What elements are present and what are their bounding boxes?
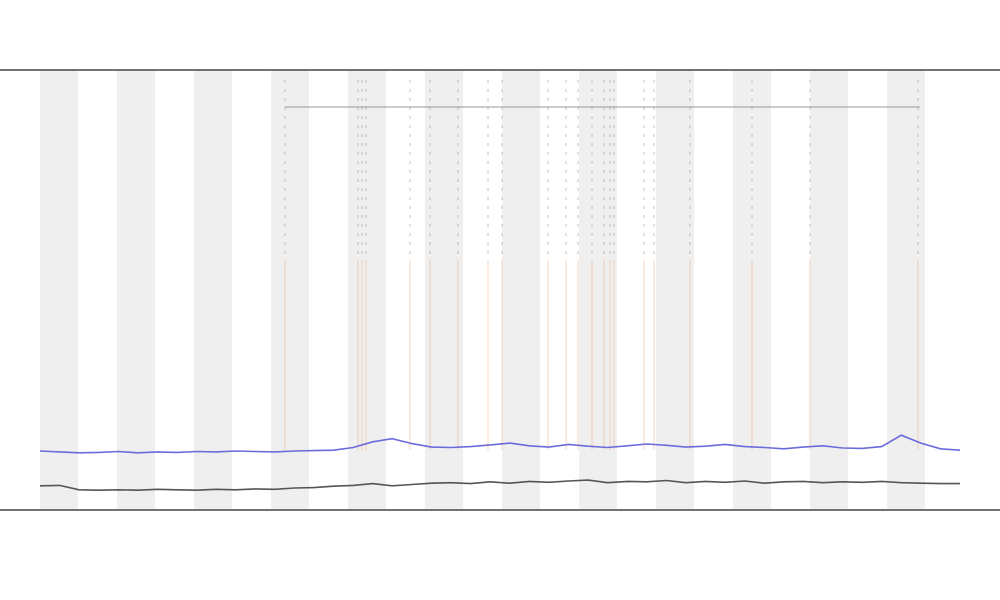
band: [194, 71, 232, 509]
band: [810, 71, 848, 509]
bands: [40, 71, 925, 509]
band: [40, 71, 78, 509]
band: [271, 71, 309, 509]
band: [502, 71, 540, 509]
band: [348, 71, 386, 509]
series-line: [39, 434, 961, 454]
series-line: [39, 479, 960, 492]
band: [425, 71, 463, 509]
event-ticks: [284, 80, 919, 450]
band: [656, 71, 694, 509]
band: [887, 71, 925, 509]
band: [117, 71, 155, 509]
band: [579, 71, 617, 509]
